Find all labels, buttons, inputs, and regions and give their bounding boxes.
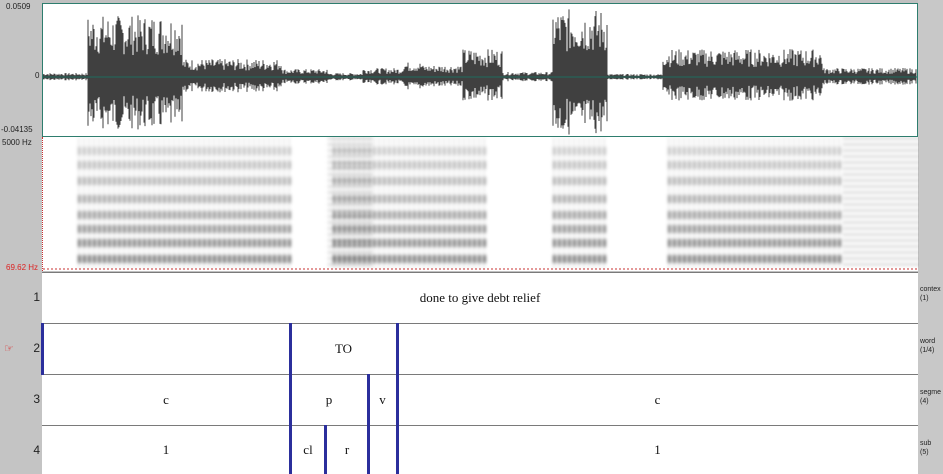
tier-2-start-boundary[interactable] [41,323,44,375]
boundary-p-v[interactable] [367,374,370,474]
boundary-to-end[interactable] [396,323,399,474]
tier-3-segment-label[interactable]: p [325,392,333,407]
tier-sub[interactable]: 1 cl r 1 [42,425,918,474]
waveform-plot [43,9,917,135]
tier-3-segment-label[interactable]: c [654,392,661,407]
tier-4-name: sub (5) [920,440,932,456]
waveform-min-label: -0.04135 [1,125,33,134]
tier-3-name: segme (4) [920,389,942,405]
waveform-max-label: 0.0509 [6,2,31,11]
spectrogram-max-label: 5000 Hz [2,138,32,147]
tier-4-number: 4 [33,443,40,457]
tier-2-segment-label[interactable]: TO [334,341,353,356]
tier-4-segment-label[interactable]: r [344,442,350,457]
tier-1-segment-label[interactable]: done to give debt relief [419,290,541,305]
tier-1-number: 1 [33,290,40,304]
boundary-to-start[interactable] [289,323,292,474]
spectrogram-min-label: 69.62 Hz [6,263,39,272]
tier-1-name: contex (1) [920,286,941,302]
tier-3-number: 3 [33,392,40,406]
tier-word[interactable]: TO [42,323,918,374]
tier-4-segment-label[interactable]: 1 [162,442,170,457]
spectrogram-plot [43,137,919,270]
waveform-panel[interactable] [42,3,918,137]
right-gutter [918,0,943,474]
boundary-cl-r[interactable] [324,425,327,474]
tier-4-segment-label[interactable]: 1 [654,442,661,457]
left-gutter [0,0,42,474]
tier-3-segment-label[interactable]: v [379,392,386,407]
tier-3-segment-label[interactable]: c [163,392,169,407]
spectrogram-panel[interactable] [42,137,919,271]
tier-segment[interactable]: c p v c [42,374,918,425]
tier-4-segment-label[interactable]: cl [303,442,313,457]
hand-pointer-icon: ☞ [4,343,14,355]
waveform-zero-label: 0 [35,71,40,80]
tier-context[interactable]: done to give debt relief [42,272,918,323]
tier-2-number: 2 [33,341,40,355]
tier-2-name: word (1/4) [920,338,936,354]
